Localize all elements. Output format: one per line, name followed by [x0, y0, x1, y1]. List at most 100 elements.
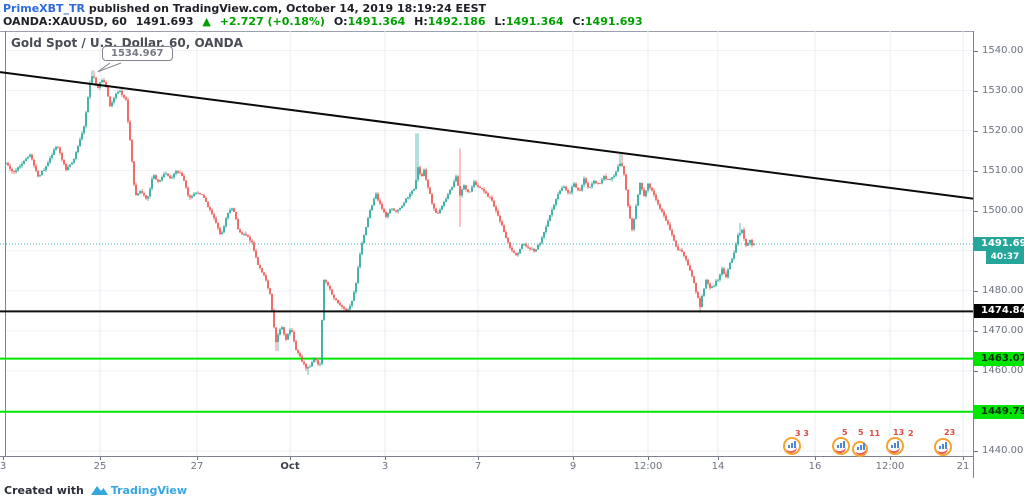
candle-body	[653, 190, 655, 195]
idea-count-badge[interactable]: 13	[893, 428, 905, 437]
candle-body	[193, 193, 195, 196]
time-tick-dash	[197, 457, 198, 460]
candle-body	[83, 126, 85, 134]
candle-body	[7, 162, 9, 166]
candle-body	[75, 152, 77, 160]
candle-body	[669, 224, 671, 230]
candle-body	[141, 191, 143, 194]
mini-bar-chart-icon	[857, 443, 865, 450]
time-tick-label: 3	[0, 461, 7, 472]
callout-price-label[interactable]: 1534.967	[102, 46, 173, 61]
time-tick-dash	[815, 457, 816, 460]
candle-body	[27, 156, 29, 159]
candle-body	[233, 208, 235, 212]
candle-body	[327, 282, 329, 286]
candle-body	[643, 189, 645, 197]
idea-count-badge[interactable]: 5	[858, 428, 864, 437]
candle-body	[391, 208, 393, 210]
candle-body	[571, 186, 573, 193]
candle-body	[517, 253, 519, 256]
candle-body	[237, 219, 239, 230]
candle-body	[341, 304, 343, 307]
candle-body	[717, 279, 719, 281]
candle-body	[369, 210, 371, 218]
candle-body	[429, 187, 431, 194]
candle-body	[485, 191, 487, 194]
candle-body	[483, 189, 485, 192]
idea-count-badge[interactable]: 5	[842, 428, 848, 437]
candle-body	[81, 133, 83, 140]
candle-body	[115, 93, 117, 98]
candle-body	[267, 280, 269, 289]
candle-body	[735, 244, 737, 253]
candle-body	[17, 167, 19, 171]
idea-count-badge[interactable]: 23	[944, 428, 956, 437]
candle-body	[159, 180, 161, 182]
idea-count-badge[interactable]: 3 3	[795, 429, 809, 438]
candle-body	[739, 233, 741, 235]
candle-body	[353, 292, 355, 301]
chart-legend: Gold Spot / U.S. Dollar, 60, OANDA	[11, 36, 243, 50]
candle-body	[619, 163, 621, 167]
candle-body	[497, 210, 499, 216]
price-tick-label: 1440.000	[982, 445, 1024, 456]
candle-body	[495, 206, 497, 211]
price-tick-dash	[974, 290, 978, 292]
price-chart-canvas[interactable]	[0, 31, 973, 456]
candle-body	[161, 176, 163, 181]
candle-body	[323, 280, 325, 320]
candle-body	[355, 282, 357, 293]
time-tick-label: 12:00	[875, 461, 905, 472]
idea-bubble-icon[interactable]	[886, 437, 904, 455]
candle-body	[259, 265, 261, 269]
candle-body	[431, 193, 433, 204]
candle-body	[597, 183, 599, 184]
idea-bubble-icon[interactable]	[934, 438, 952, 456]
idea-count-badge[interactable]: 11	[869, 429, 881, 438]
idea-count-badge[interactable]: 2	[908, 429, 914, 438]
candle-body	[95, 77, 97, 86]
candle-body	[217, 222, 219, 229]
black-level-price-label: 1474.848	[974, 304, 1024, 319]
candle-body	[225, 218, 227, 227]
candle-body	[687, 259, 689, 266]
time-tick-dash	[100, 457, 101, 460]
candle-body	[679, 249, 681, 251]
footer: Created with TradingView	[4, 482, 187, 498]
candle-body	[281, 327, 283, 330]
candle-body	[507, 237, 509, 243]
candle-body	[601, 179, 603, 184]
snapshot-header: PrimeXBT_TR published on TradingView.com…	[0, 0, 1024, 31]
author-link[interactable]: PrimeXBT_TR	[3, 2, 86, 15]
candle-body	[713, 285, 715, 287]
time-tick-dash	[3, 457, 4, 460]
candle-body	[165, 173, 167, 175]
idea-bubble-icon[interactable]	[832, 437, 850, 455]
candle-body	[407, 197, 409, 199]
close-label: C:	[572, 15, 585, 28]
candle-body	[47, 162, 49, 167]
candle-body	[335, 298, 337, 300]
tradingview-logo-icon[interactable]	[90, 484, 108, 496]
symbol-ohlc-line: OANDA:XAUUSD, 60 1491.693 ▲ +2.727 (+0.1…	[3, 15, 643, 28]
last-price: 1491.693	[135, 15, 194, 28]
idea-bubble-icon[interactable]	[852, 441, 868, 457]
price-tick-label: 1520.000	[982, 124, 1024, 136]
low-label: L:	[494, 15, 506, 28]
candle-body	[177, 171, 179, 173]
candle-body	[537, 244, 539, 250]
idea-bubble-icon[interactable]	[783, 437, 801, 455]
candle-body	[633, 218, 635, 230]
candle-body	[547, 220, 549, 227]
candle-body	[317, 360, 319, 365]
tradingview-brand-link[interactable]: TradingView	[110, 483, 188, 497]
descending-trendline[interactable]	[0, 71, 973, 200]
candle-body	[331, 289, 333, 295]
candle-body	[449, 189, 451, 195]
time-axis[interactable]: 3 25 27 Oct 3 7 9 12:00 14 16 12:00 21	[0, 457, 973, 478]
candle-body	[441, 205, 443, 210]
candle-body	[639, 182, 641, 195]
price-axis[interactable]: 1540.000 1530.000 1520.000 1510.000 1500.000…	[974, 31, 1024, 478]
candle-body	[443, 201, 445, 206]
